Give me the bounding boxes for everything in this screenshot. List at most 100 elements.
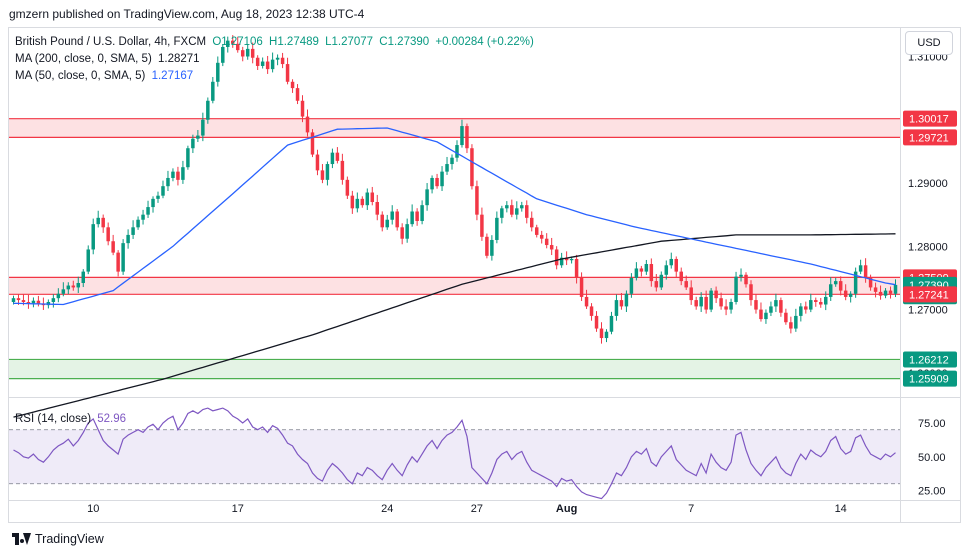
candle-body [270, 59, 275, 70]
candle-body [181, 167, 185, 180]
candle-body [520, 205, 524, 209]
tradingview-footer[interactable]: TradingView [12, 532, 104, 546]
candle-body [36, 300, 41, 304]
candle-body [201, 119, 205, 136]
candle-body [480, 214, 484, 237]
candle-body [166, 177, 170, 187]
candle-body [634, 268, 639, 278]
candle-body [320, 170, 325, 180]
candle-body [739, 274, 743, 277]
candle-body [689, 287, 693, 301]
candle-body [420, 205, 424, 221]
candle-body [76, 283, 81, 288]
candle-body [26, 301, 31, 304]
legend-symbol-row: British Pound / U.S. Dollar, 4h, FXCM O1… [15, 36, 534, 48]
candle-body [485, 236, 489, 256]
candle-body [619, 300, 624, 307]
candle-body [549, 245, 554, 250]
candle-body [814, 300, 818, 302]
candle-body [235, 43, 240, 51]
legend-rsi-label: RSI (14, close) [15, 413, 92, 425]
candle-body [410, 211, 414, 225]
candle-body [305, 116, 310, 133]
candle-body [819, 301, 823, 305]
time-axis-label: 7 [688, 503, 694, 515]
candle-body [848, 293, 853, 297]
candle-body [594, 315, 599, 329]
legend-low: L1.27077 [325, 36, 374, 48]
candle-body [116, 252, 120, 272]
legend-ma50-label: MA (50, close, 0, SMA, 5) [15, 70, 146, 82]
candle-body [435, 177, 439, 187]
candle-body [525, 205, 529, 218]
candle-body [534, 227, 539, 235]
candle-body [395, 211, 399, 228]
candle-body [445, 164, 449, 172]
candle-body [843, 290, 848, 297]
candle-body [211, 81, 215, 101]
legend-ma50-row[interactable]: MA (50, close, 0, SMA, 5) 1.27167 [15, 70, 193, 82]
time-axis-label: 27 [471, 503, 483, 515]
candle-body [440, 171, 444, 187]
candle-body [873, 287, 878, 292]
price-badge [903, 110, 957, 127]
candle-body [500, 208, 504, 218]
legend-high: H1.27489 [269, 36, 319, 48]
legend-rsi-row[interactable]: RSI (14, close) 52.96 [15, 413, 126, 425]
candle-body [310, 132, 315, 155]
candle-body [470, 148, 474, 187]
candle-body [833, 281, 838, 285]
rsi-tick-label: 50.00 [918, 452, 946, 464]
candle-body [649, 264, 654, 282]
currency-button[interactable]: USD [905, 31, 953, 55]
chart-frame [8, 27, 961, 523]
price-badge-label: 1.29721 [909, 132, 949, 144]
candle-body [863, 265, 868, 278]
candle-body [704, 296, 708, 310]
candle-body [724, 306, 728, 310]
price-tick-label: 1.28000 [908, 241, 948, 253]
candle-body [221, 46, 225, 63]
candle-body [749, 284, 753, 301]
candle-body [490, 239, 494, 256]
price-badge [903, 370, 957, 387]
legend-change: +0.00284 (+0.22%) [435, 36, 534, 48]
candle-body [669, 258, 674, 266]
candle-body [300, 100, 305, 117]
price-badge [903, 351, 957, 368]
rsi-tick-label: 25.00 [918, 486, 946, 498]
candle-body [71, 285, 76, 288]
zone-support-2 [9, 359, 900, 379]
candle-body [206, 100, 210, 120]
candle-body [425, 189, 429, 206]
candle-body [345, 179, 350, 196]
candle-body [450, 157, 454, 165]
candle-body [265, 61, 270, 70]
candle-body [106, 227, 110, 242]
candle-body [804, 306, 808, 310]
candle-body [729, 301, 733, 310]
candle-body [171, 171, 175, 178]
tradingview-logo-icon [12, 533, 31, 545]
candle-body [161, 186, 165, 196]
candle-body [664, 265, 669, 275]
candle-body [405, 224, 409, 239]
candle-body [186, 148, 190, 168]
price-badge-label: 1.26212 [909, 354, 949, 366]
candle-body [81, 271, 85, 284]
legend-ma200-row[interactable]: MA (200, close, 0, SMA, 5) 1.28271 [15, 53, 200, 65]
candle-body [799, 306, 803, 316]
candle-body [56, 293, 61, 299]
candle-body [31, 300, 36, 304]
candle-body [853, 271, 858, 294]
candle-body [365, 192, 370, 206]
candle-body [868, 277, 873, 288]
candle-body [505, 205, 509, 209]
candle-body [146, 207, 150, 215]
candle-body [824, 296, 828, 305]
price-badge-label: 1.25909 [909, 374, 949, 386]
candle-body [360, 198, 365, 206]
candle-body [878, 291, 883, 296]
candle-body [191, 138, 195, 149]
